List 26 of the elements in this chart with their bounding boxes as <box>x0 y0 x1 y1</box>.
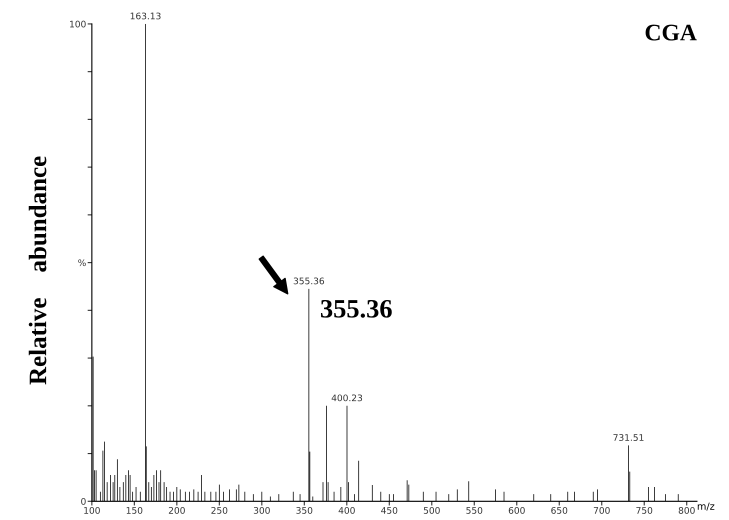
x-tick-label: 200 <box>168 506 185 514</box>
y-tick-label: 100 <box>70 20 86 28</box>
x-tick-label: 100 <box>84 506 100 514</box>
y-tick-label: % <box>78 259 86 266</box>
x-tick-label: 650 <box>551 506 568 514</box>
x-tick-label: 150 <box>126 506 142 514</box>
annotation: 355.36 <box>320 300 392 318</box>
x-tick-label: 250 <box>211 506 228 514</box>
x-tick-label: 300 <box>254 506 270 514</box>
x-axis-title: m/z <box>698 502 714 511</box>
annotation: 731.51 <box>613 434 644 441</box>
chart-title: CGA <box>646 24 697 41</box>
x-tick-label: 400 <box>338 506 355 514</box>
x-tick-label: 750 <box>636 506 652 514</box>
x-tick-label: 450 <box>381 506 398 514</box>
x-tick-label: 550 <box>466 506 482 514</box>
x-tick-label: 600 <box>508 506 525 514</box>
annotation: 400.23 <box>332 394 362 402</box>
annotation: 163.13 <box>130 12 161 20</box>
y-axis-title: Relative abundance <box>28 156 46 385</box>
x-tick-label: 500 <box>424 506 440 514</box>
x-tick-label: 800 <box>678 506 695 514</box>
x-tick-label: 350 <box>296 506 312 514</box>
annotation: 355.36 <box>294 278 324 284</box>
x-tick-label: 700 <box>594 506 610 514</box>
y-tick-label: 0 <box>81 498 86 505</box>
